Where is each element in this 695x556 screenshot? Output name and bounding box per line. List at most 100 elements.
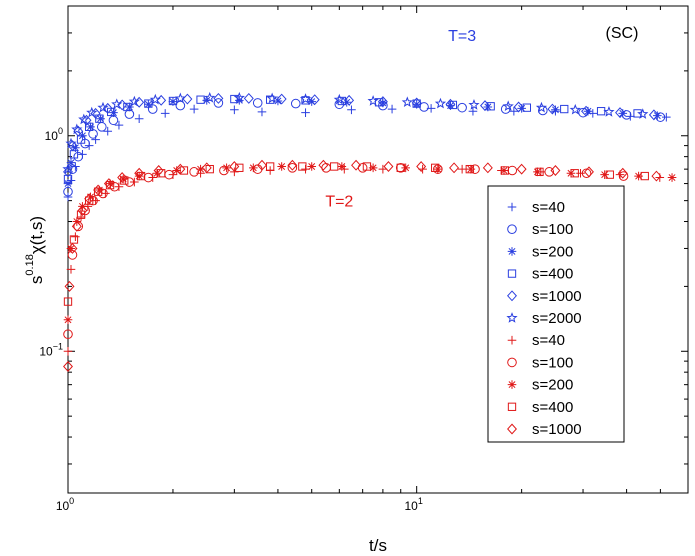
y-axis-label: s0.18χ(t,s) <box>24 216 46 284</box>
data-point <box>85 196 94 205</box>
legend-label: s=1000 <box>532 288 582 305</box>
data-point <box>134 167 145 179</box>
legend-label: s=200 <box>532 243 573 260</box>
x-axis-label: t/s <box>369 536 387 555</box>
legend-items: s=40 s=100 s=200 s=400 s=1000 s=2000 s=40 s=100… <box>506 199 582 438</box>
data-point <box>535 167 544 177</box>
data-point <box>91 135 100 144</box>
data-point <box>149 93 161 105</box>
data-point <box>662 112 671 122</box>
data-point <box>101 189 110 198</box>
data-point <box>66 158 76 167</box>
data-point <box>466 164 476 174</box>
data-point <box>93 184 104 196</box>
data-point <box>134 171 144 181</box>
data-point <box>318 159 329 171</box>
data-point <box>111 98 123 110</box>
legend-item: s=400 <box>507 399 573 416</box>
data-point <box>69 235 79 244</box>
data-point <box>63 297 73 306</box>
data-point <box>533 167 542 177</box>
data-point <box>103 178 114 190</box>
data-point <box>522 103 532 112</box>
series-T2-s400 <box>63 162 649 306</box>
data-point <box>301 96 310 105</box>
data-point <box>66 265 76 274</box>
data-point <box>77 205 88 216</box>
legend-marker <box>506 312 518 323</box>
data-point <box>448 100 458 110</box>
data-point <box>243 92 254 104</box>
legend-label: s=40 <box>532 199 565 216</box>
data-point <box>457 164 467 174</box>
data-point <box>560 104 569 114</box>
data-point <box>85 122 94 131</box>
y-tick-label-exponent: 0 <box>58 126 63 136</box>
y-axis-label-tail: χ(t,s) <box>27 216 46 254</box>
data-point <box>401 163 410 173</box>
data-point <box>648 109 659 121</box>
data-point <box>222 163 231 173</box>
data-point <box>63 329 73 340</box>
legend-item: s=40 <box>507 332 565 349</box>
data-point <box>256 159 267 171</box>
data-point <box>202 96 212 105</box>
data-point <box>301 108 310 117</box>
data-point <box>307 162 317 171</box>
data-point <box>117 99 128 111</box>
data-point <box>266 162 275 171</box>
data-point <box>84 193 95 205</box>
data-point <box>411 97 422 109</box>
data-point <box>617 167 628 179</box>
legend-box <box>487 185 625 443</box>
legend-marker <box>507 357 517 368</box>
legend-item: s=400 <box>507 266 573 283</box>
data-point <box>468 106 478 116</box>
data-point <box>76 210 86 219</box>
legend-marker <box>507 224 517 234</box>
data-point <box>576 168 585 178</box>
data-point <box>377 96 388 108</box>
y-tick-label-exponent: −1 <box>53 341 63 351</box>
series-T3-s2000 <box>62 91 649 174</box>
data-point <box>351 159 362 171</box>
data-point <box>81 114 92 126</box>
legend-marker <box>507 269 517 278</box>
data-point <box>86 122 95 132</box>
legend-marker <box>507 380 517 389</box>
legend-marker <box>507 202 517 212</box>
data-point <box>103 126 113 136</box>
data-point <box>299 93 312 104</box>
data-point <box>64 280 75 292</box>
data-point <box>581 105 592 117</box>
data-point <box>230 105 239 115</box>
data-point <box>287 159 298 171</box>
data-point <box>63 192 73 202</box>
data-point <box>65 137 77 149</box>
data-point <box>130 177 139 187</box>
y-tick-label: 100 <box>45 126 63 143</box>
legend-marker <box>507 402 517 411</box>
data-point <box>457 102 467 113</box>
data-point <box>230 94 239 104</box>
data-point <box>449 162 460 174</box>
legend-marker <box>507 335 517 345</box>
data-point <box>618 109 628 118</box>
data-point <box>615 107 626 119</box>
data-point <box>124 177 135 187</box>
data-point <box>235 163 244 172</box>
data-point <box>378 164 388 174</box>
data-point <box>175 100 186 111</box>
data-point <box>71 220 82 232</box>
data-point <box>147 104 158 114</box>
data-point <box>401 96 413 108</box>
data-point <box>298 162 307 171</box>
data-point <box>174 92 186 104</box>
series-T2-s1000 <box>63 159 662 372</box>
data-point <box>63 315 73 325</box>
legend: s=40 s=100 s=200 s=400 s=1000 s=2000 s=40 s=100… <box>487 185 625 443</box>
data-point <box>76 135 86 144</box>
data-point <box>637 108 649 119</box>
data-point <box>168 96 178 106</box>
